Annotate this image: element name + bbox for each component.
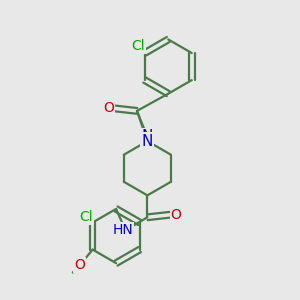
Text: Cl: Cl — [131, 39, 145, 53]
Text: O: O — [74, 258, 85, 272]
Text: O: O — [171, 208, 182, 222]
Text: Cl: Cl — [80, 210, 93, 224]
Text: O: O — [103, 101, 114, 115]
Text: N: N — [142, 134, 153, 148]
Text: N: N — [142, 130, 153, 145]
Text: HN: HN — [112, 223, 133, 237]
